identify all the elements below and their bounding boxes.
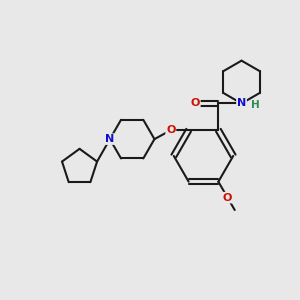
Text: N: N bbox=[237, 98, 246, 109]
Text: O: O bbox=[190, 98, 200, 109]
Text: O: O bbox=[223, 193, 232, 202]
Text: O: O bbox=[166, 125, 176, 135]
Text: N: N bbox=[105, 134, 115, 144]
Text: H: H bbox=[251, 100, 260, 110]
